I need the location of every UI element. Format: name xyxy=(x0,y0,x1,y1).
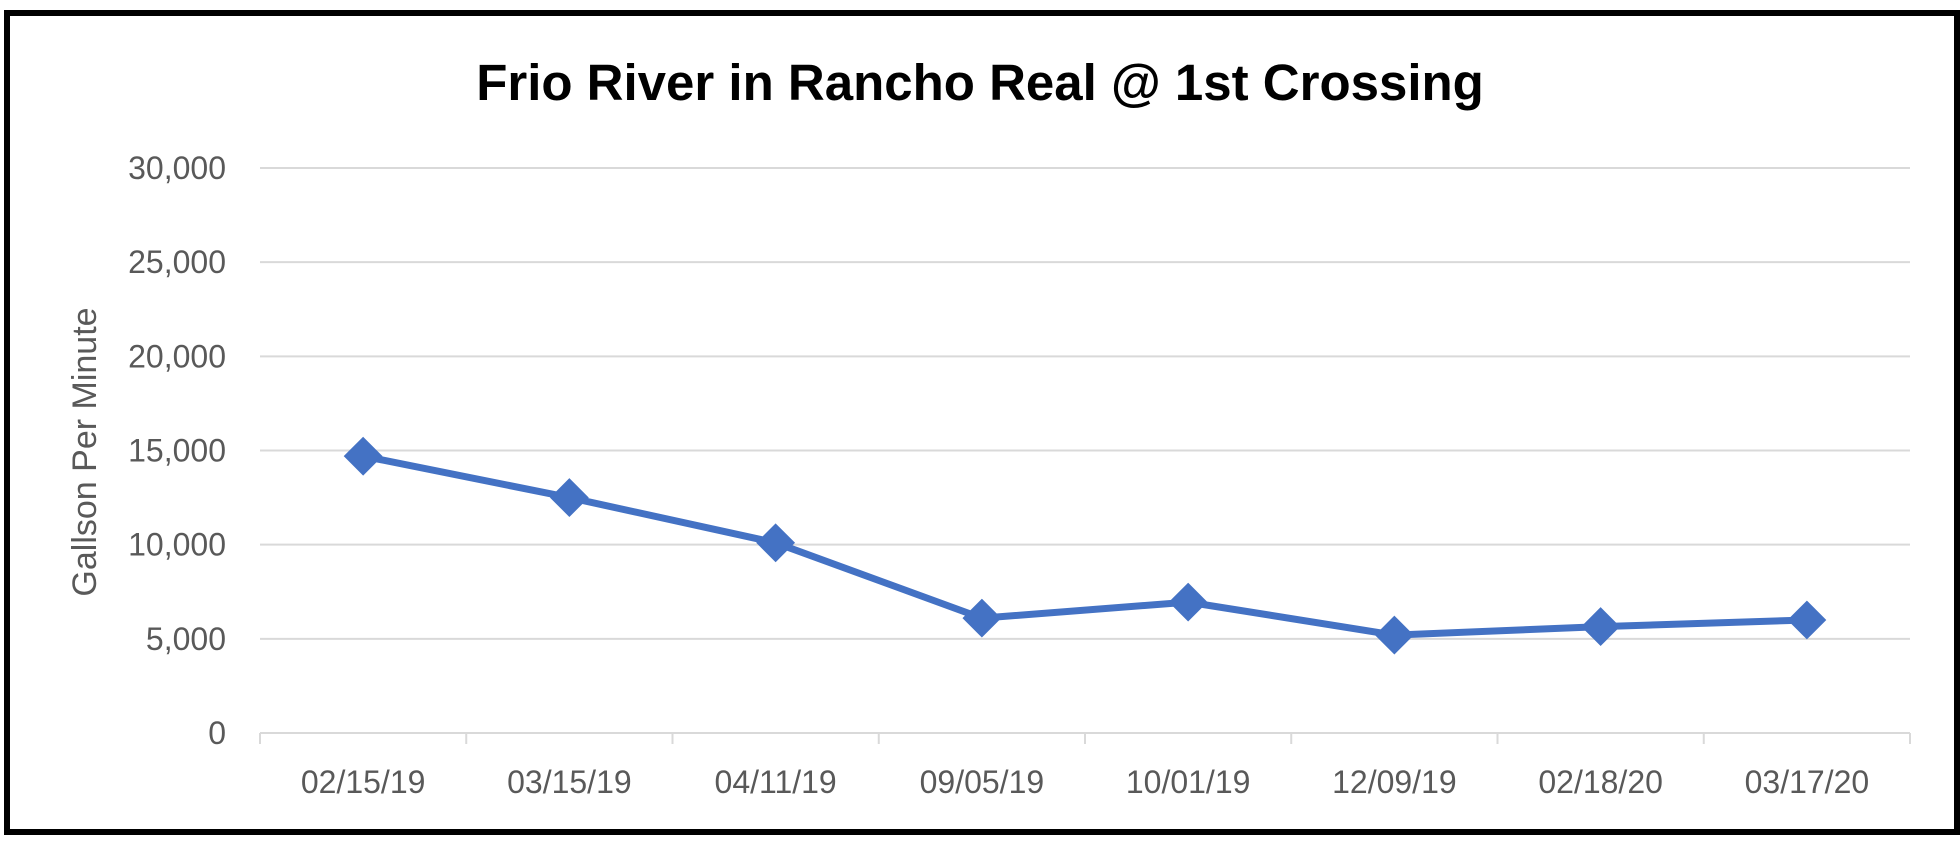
data-point-marker xyxy=(756,523,796,563)
y-tick-label: 15,000 xyxy=(128,433,226,469)
y-tick-label: 20,000 xyxy=(128,338,226,374)
x-axis: 02/15/19 03/15/19 04/11/19 09/05/19 10/01/19… xyxy=(259,732,1911,800)
data-point-marker xyxy=(1787,600,1827,640)
chart-title: Frio River in Rancho Real @ 1st Crossing xyxy=(476,54,1484,111)
series-line xyxy=(359,452,1811,639)
y-tick-label: 25,000 xyxy=(128,244,226,280)
gridlines xyxy=(260,167,1910,640)
x-tick-label: 10/01/19 xyxy=(1126,764,1251,800)
x-tick-label: 12/09/19 xyxy=(1332,764,1457,800)
data-point-marker xyxy=(549,478,589,517)
data-point-marker xyxy=(1581,607,1621,647)
data-point-marker xyxy=(1168,582,1208,622)
y-axis-title: Gallson Per Minute xyxy=(66,307,104,596)
x-tick-label: 02/18/20 xyxy=(1538,764,1663,800)
x-tick-label: 04/11/19 xyxy=(715,764,837,800)
y-axis-ticks: 0 5,000 10,000 15,000 20,000 25,000 30,000 xyxy=(128,150,226,751)
y-tick-label: 30,000 xyxy=(128,150,226,186)
x-tick-label: 03/17/20 xyxy=(1745,764,1870,800)
chart-frame xyxy=(4,10,1960,835)
y-tick-label: 10,000 xyxy=(128,527,226,563)
x-tick-label: 03/15/19 xyxy=(507,764,632,800)
data-point-marker xyxy=(343,436,383,476)
y-tick-label: 5,000 xyxy=(146,621,226,657)
data-point-marker xyxy=(1374,615,1414,655)
x-tick-label: 09/05/19 xyxy=(920,764,1045,800)
x-tick-label: 02/15/19 xyxy=(301,764,426,800)
data-point-marker xyxy=(962,598,1002,638)
y-tick-label: 0 xyxy=(208,715,226,751)
series-layer xyxy=(343,436,1827,655)
